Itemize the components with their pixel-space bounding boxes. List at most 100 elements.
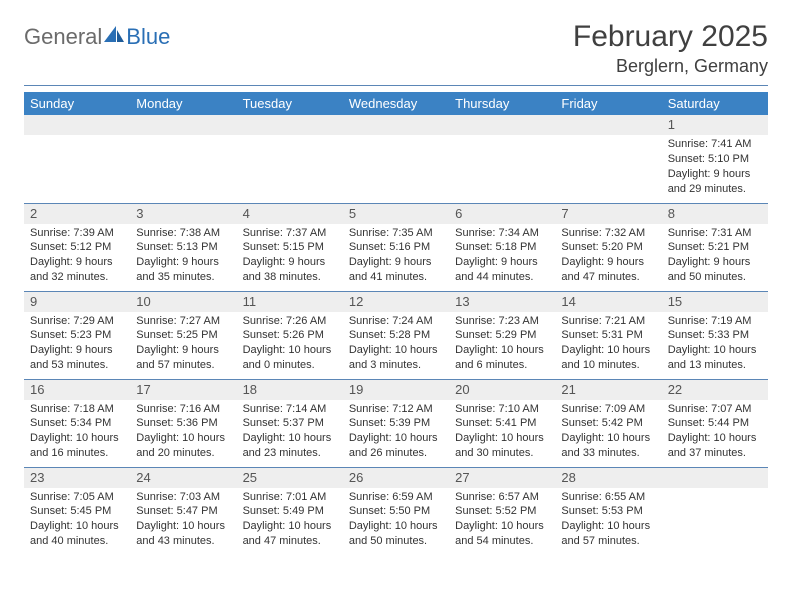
- daylight-text: Daylight: 10 hours and 43 minutes.: [136, 519, 230, 549]
- sunset-text: Sunset: 5:37 PM: [243, 416, 337, 431]
- day-cell: 10Sunrise: 7:27 AMSunset: 5:25 PMDayligh…: [130, 291, 236, 379]
- daylight-text: Daylight: 10 hours and 6 minutes.: [455, 343, 549, 373]
- sunset-text: Sunset: 5:47 PM: [136, 504, 230, 519]
- logo-word2: Blue: [126, 24, 170, 50]
- day-number: 9: [24, 292, 130, 312]
- logo-sail-icon: [104, 26, 126, 49]
- sunrise-text: Sunrise: 7:34 AM: [455, 226, 549, 241]
- day-cell: 24Sunrise: 7:03 AMSunset: 5:47 PMDayligh…: [130, 467, 236, 555]
- daylight-text: Daylight: 9 hours and 57 minutes.: [136, 343, 230, 373]
- week-row: 1Sunrise: 7:41 AMSunset: 5:10 PMDaylight…: [24, 115, 768, 203]
- day-cell: 1Sunrise: 7:41 AMSunset: 5:10 PMDaylight…: [662, 115, 768, 203]
- sunrise-text: Sunrise: 7:14 AM: [243, 402, 337, 417]
- day-cell: 17Sunrise: 7:16 AMSunset: 5:36 PMDayligh…: [130, 379, 236, 467]
- sunrise-text: Sunrise: 7:21 AM: [561, 314, 655, 329]
- sunset-text: Sunset: 5:26 PM: [243, 328, 337, 343]
- day-number: 24: [130, 468, 236, 488]
- day-cell: 16Sunrise: 7:18 AMSunset: 5:34 PMDayligh…: [24, 379, 130, 467]
- sunset-text: Sunset: 5:23 PM: [30, 328, 124, 343]
- sunrise-text: Sunrise: 6:59 AM: [349, 490, 443, 505]
- day-details: Sunrise: 7:26 AMSunset: 5:26 PMDaylight:…: [237, 312, 343, 377]
- daylight-text: Daylight: 9 hours and 38 minutes.: [243, 255, 337, 285]
- day-cell: 6Sunrise: 7:34 AMSunset: 5:18 PMDaylight…: [449, 203, 555, 291]
- day-number: 4: [237, 204, 343, 224]
- title-block: February 2025 Berglern, Germany: [573, 20, 768, 77]
- day-cell: 22Sunrise: 7:07 AMSunset: 5:44 PMDayligh…: [662, 379, 768, 467]
- day-cell: 23Sunrise: 7:05 AMSunset: 5:45 PMDayligh…: [24, 467, 130, 555]
- sunset-text: Sunset: 5:39 PM: [349, 416, 443, 431]
- day-details: Sunrise: 7:19 AMSunset: 5:33 PMDaylight:…: [662, 312, 768, 377]
- sunrise-text: Sunrise: 7:39 AM: [30, 226, 124, 241]
- daylight-text: Daylight: 10 hours and 23 minutes.: [243, 431, 337, 461]
- day-number: [555, 115, 661, 135]
- day-number: 14: [555, 292, 661, 312]
- day-cell: 27Sunrise: 6:57 AMSunset: 5:52 PMDayligh…: [449, 467, 555, 555]
- sunset-text: Sunset: 5:41 PM: [455, 416, 549, 431]
- day-of-week-row: Sunday Monday Tuesday Wednesday Thursday…: [24, 92, 768, 115]
- logo-word1: General: [24, 24, 102, 50]
- day-cell: 7Sunrise: 7:32 AMSunset: 5:20 PMDaylight…: [555, 203, 661, 291]
- day-cell: [24, 115, 130, 203]
- sunset-text: Sunset: 5:21 PM: [668, 240, 762, 255]
- sunset-text: Sunset: 5:20 PM: [561, 240, 655, 255]
- sunset-text: Sunset: 5:13 PM: [136, 240, 230, 255]
- sunrise-text: Sunrise: 7:03 AM: [136, 490, 230, 505]
- daylight-text: Daylight: 10 hours and 54 minutes.: [455, 519, 549, 549]
- daylight-text: Daylight: 10 hours and 37 minutes.: [668, 431, 762, 461]
- day-cell: [130, 115, 236, 203]
- sunrise-text: Sunrise: 7:19 AM: [668, 314, 762, 329]
- sunrise-text: Sunrise: 7:12 AM: [349, 402, 443, 417]
- daylight-text: Daylight: 10 hours and 3 minutes.: [349, 343, 443, 373]
- day-details: Sunrise: 7:18 AMSunset: 5:34 PMDaylight:…: [24, 400, 130, 465]
- day-details: Sunrise: 7:03 AMSunset: 5:47 PMDaylight:…: [130, 488, 236, 553]
- day-details: Sunrise: 7:38 AMSunset: 5:13 PMDaylight:…: [130, 224, 236, 289]
- sunset-text: Sunset: 5:31 PM: [561, 328, 655, 343]
- sunrise-text: Sunrise: 7:09 AM: [561, 402, 655, 417]
- day-number: 17: [130, 380, 236, 400]
- day-cell: [343, 115, 449, 203]
- daylight-text: Daylight: 9 hours and 44 minutes.: [455, 255, 549, 285]
- day-details: Sunrise: 7:35 AMSunset: 5:16 PMDaylight:…: [343, 224, 449, 289]
- day-cell: 12Sunrise: 7:24 AMSunset: 5:28 PMDayligh…: [343, 291, 449, 379]
- day-number: [343, 115, 449, 135]
- sunset-text: Sunset: 5:15 PM: [243, 240, 337, 255]
- day-cell: 15Sunrise: 7:19 AMSunset: 5:33 PMDayligh…: [662, 291, 768, 379]
- dow-friday: Friday: [555, 92, 661, 115]
- day-details: Sunrise: 7:32 AMSunset: 5:20 PMDaylight:…: [555, 224, 661, 289]
- daylight-text: Daylight: 9 hours and 35 minutes.: [136, 255, 230, 285]
- day-details: Sunrise: 6:59 AMSunset: 5:50 PMDaylight:…: [343, 488, 449, 553]
- day-number: 13: [449, 292, 555, 312]
- day-cell: 11Sunrise: 7:26 AMSunset: 5:26 PMDayligh…: [237, 291, 343, 379]
- calendar-body: 1Sunrise: 7:41 AMSunset: 5:10 PMDaylight…: [24, 115, 768, 555]
- day-details: Sunrise: 7:21 AMSunset: 5:31 PMDaylight:…: [555, 312, 661, 377]
- header: General Blue February 2025 Berglern, Ger…: [24, 20, 768, 77]
- sunset-text: Sunset: 5:16 PM: [349, 240, 443, 255]
- day-number: 6: [449, 204, 555, 224]
- day-details: Sunrise: 7:34 AMSunset: 5:18 PMDaylight:…: [449, 224, 555, 289]
- week-row: 23Sunrise: 7:05 AMSunset: 5:45 PMDayligh…: [24, 467, 768, 555]
- sunset-text: Sunset: 5:33 PM: [668, 328, 762, 343]
- day-cell: 5Sunrise: 7:35 AMSunset: 5:16 PMDaylight…: [343, 203, 449, 291]
- day-cell: 28Sunrise: 6:55 AMSunset: 5:53 PMDayligh…: [555, 467, 661, 555]
- day-number: 1: [662, 115, 768, 135]
- sunset-text: Sunset: 5:52 PM: [455, 504, 549, 519]
- daylight-text: Daylight: 10 hours and 13 minutes.: [668, 343, 762, 373]
- sunrise-text: Sunrise: 7:23 AM: [455, 314, 549, 329]
- day-number: 26: [343, 468, 449, 488]
- sunrise-text: Sunrise: 7:37 AM: [243, 226, 337, 241]
- day-details: Sunrise: 7:31 AMSunset: 5:21 PMDaylight:…: [662, 224, 768, 289]
- day-cell: [555, 115, 661, 203]
- daylight-text: Daylight: 10 hours and 30 minutes.: [455, 431, 549, 461]
- day-cell: 19Sunrise: 7:12 AMSunset: 5:39 PMDayligh…: [343, 379, 449, 467]
- dow-thursday: Thursday: [449, 92, 555, 115]
- sunrise-text: Sunrise: 7:16 AM: [136, 402, 230, 417]
- daylight-text: Daylight: 9 hours and 41 minutes.: [349, 255, 443, 285]
- day-cell: 25Sunrise: 7:01 AMSunset: 5:49 PMDayligh…: [237, 467, 343, 555]
- dow-monday: Monday: [130, 92, 236, 115]
- day-details: Sunrise: 7:12 AMSunset: 5:39 PMDaylight:…: [343, 400, 449, 465]
- sunset-text: Sunset: 5:53 PM: [561, 504, 655, 519]
- daylight-text: Daylight: 10 hours and 0 minutes.: [243, 343, 337, 373]
- day-details: Sunrise: 7:41 AMSunset: 5:10 PMDaylight:…: [662, 135, 768, 200]
- day-cell: 21Sunrise: 7:09 AMSunset: 5:42 PMDayligh…: [555, 379, 661, 467]
- day-number: 21: [555, 380, 661, 400]
